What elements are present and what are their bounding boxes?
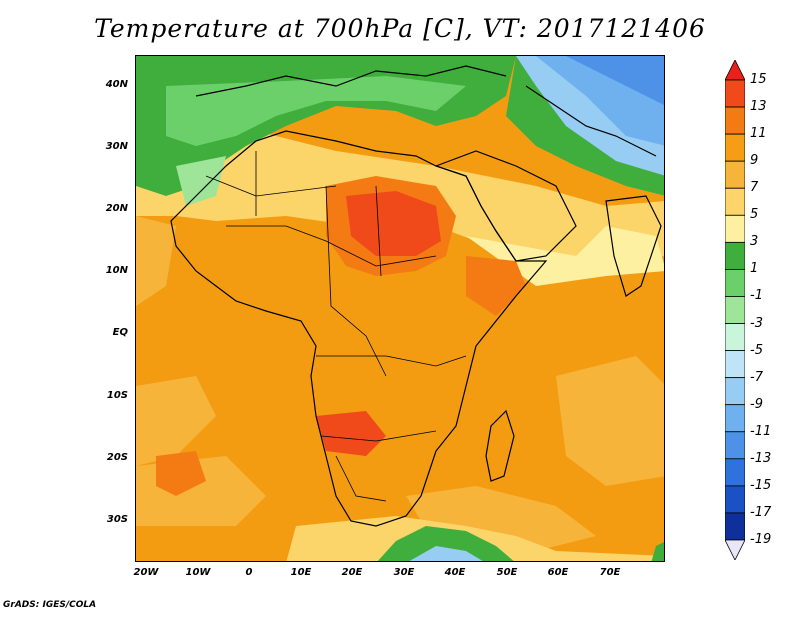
colorbar-tick-label: -3 [750,315,763,331]
colorbar-tick-label: 7 [750,180,759,196]
field-patch [136,216,176,306]
colorbar-tick-label: -17 [750,504,772,520]
africa-outline [170,130,548,527]
lat-label: 40N [105,79,128,90]
colorbar-swatch [725,133,745,162]
lon-label: 60E [547,567,569,578]
lat-label: 30N [105,141,128,152]
colorbar-tick-label: -13 [750,450,772,466]
hot-zone [346,191,441,256]
colorbar-swatch [725,214,745,243]
colorbar-swatch [725,431,745,460]
colorbar-swatch [725,458,745,487]
colorbar-tick-label: -9 [750,396,763,412]
country-border [320,430,437,442]
country-border [205,151,337,216]
lon-label: 10W [185,567,211,578]
lat-label: EQ [112,327,128,338]
colorbar-tick-label: 9 [750,153,759,169]
colorbar-tick-label: 1 [750,261,759,277]
colorbar-swatch [725,241,745,270]
colorbar-swatch [725,160,745,189]
field-patch [136,376,216,466]
lon-label: 10E [290,567,312,578]
temperature-map [135,55,665,562]
lat-label: 10N [105,265,128,276]
colorbar-tick-label: -7 [750,369,763,385]
colorbar-swatch [725,404,745,433]
cold-zone [377,526,514,561]
colorbar-tick-label: 5 [750,207,759,223]
asia-coast [525,85,657,157]
lon-label: 70E [599,567,621,578]
country-border [316,355,467,367]
colorbar [725,60,745,560]
colorbar-arrow-top [725,60,745,81]
colorbar-swatch [725,296,745,324]
hot-zone [466,256,526,316]
colorbar-swatch [725,106,745,135]
lon-label: 40E [444,567,466,578]
colorbar-swatch [725,79,745,108]
arabia-outline [434,150,577,262]
field-patch [556,356,664,486]
madagascar-outline [485,409,515,482]
lon-label: 20W [133,567,159,578]
lon-label: 0 [245,567,253,578]
colorbar-tick-label: 3 [750,234,759,250]
lat-label: 20S [106,452,128,463]
cold-zone [651,542,664,561]
lon-label: 20E [341,567,363,578]
colorbar-swatch [725,485,745,514]
hot-zone [156,451,206,496]
colorbar-tick-label: -1 [750,288,763,304]
colorbar-swatch [725,377,745,406]
country-border [335,455,387,502]
lat-label: 10S [106,390,128,401]
lat-label: 30S [106,514,128,525]
colorbar-tick-label: 11 [750,126,767,142]
colorbar-tick-label: 13 [750,99,767,115]
cold-zone [176,156,226,206]
cold-zone [409,546,483,561]
colorbar-arrow-bottom [725,539,745,560]
colorbar-tick-label: 15 [750,72,767,87]
cold-zone [166,76,466,146]
cold-zone [566,56,664,105]
colorbar-swatch [725,512,745,541]
colorbar-tick-label: -19 [750,532,772,547]
colorbar-swatch [725,323,745,351]
hot-zone [316,411,386,456]
colorbar-swatch [725,350,745,379]
footer-credit: GrADS: IGES/COLA [3,600,97,610]
colorbar-tick-label: -11 [750,423,772,439]
india-outline [605,195,662,297]
country-border [375,185,382,277]
lon-label: 30E [393,567,415,578]
map-canvas [136,56,664,561]
colorbar-swatch [725,269,745,297]
lon-label: 50E [496,567,518,578]
colorbar-tick-label: -5 [750,342,763,358]
lat-label: 20N [105,203,128,214]
chart-title: Temperature at 700hPa [C], VT: 201712140… [94,14,706,43]
colorbar-tick-label: -15 [750,477,772,493]
colorbar-swatch [725,187,745,216]
europe-coast [195,65,507,97]
country-border [226,225,437,267]
